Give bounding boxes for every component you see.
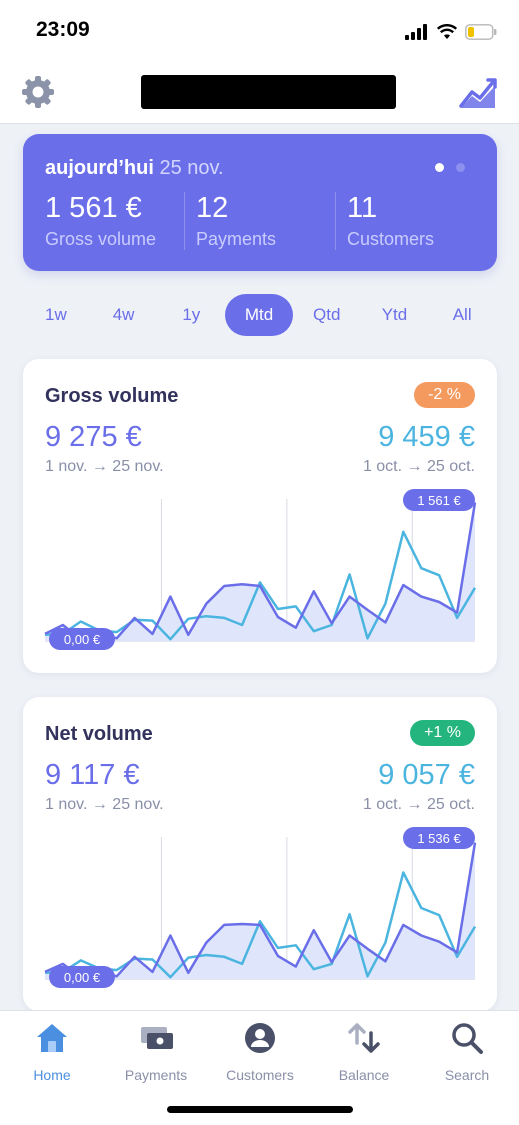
card-title: Gross volume: [45, 385, 179, 407]
card-title: Net volume: [45, 723, 153, 745]
period-4w[interactable]: 4w: [112, 305, 135, 324]
current-value: 9 275 €: [45, 421, 142, 453]
tab-search[interactable]: Search: [415, 1021, 519, 1083]
payments-icon: [139, 1021, 173, 1055]
tab-label: Payments: [124, 1067, 188, 1083]
svg-text:1 536 €: 1 536 €: [417, 831, 461, 846]
today-title: aujourd’hui 25 nov.: [45, 157, 224, 180]
period-1w[interactable]: 1w: [44, 305, 67, 324]
signal-icon: [405, 24, 427, 40]
change-badge: +1 %: [410, 720, 475, 746]
stat-caption: Gross volume: [45, 229, 157, 249]
tab-customers[interactable]: Customers: [208, 1021, 312, 1083]
home-icon: [35, 1021, 69, 1055]
current-value: 9 117 €: [45, 759, 140, 791]
svg-text:1 561 €: 1 561 €: [417, 493, 461, 508]
stat-divider: [335, 192, 336, 250]
stat-caption: Customers: [347, 229, 435, 249]
gear-icon[interactable]: [20, 74, 56, 110]
previous-range: 1 oct. → 25 oct.: [362, 458, 475, 475]
current-period-area: [45, 842, 475, 979]
tab-label: Home: [33, 1067, 71, 1083]
customer-icon: [243, 1021, 277, 1055]
period-mtd[interactable]: Mtd: [225, 294, 293, 336]
tab-balance[interactable]: Balance: [312, 1021, 416, 1083]
tab-label: Balance: [338, 1067, 390, 1083]
balance-icon: [347, 1021, 381, 1055]
page-dot-active: [435, 163, 444, 172]
status-icons: [405, 22, 497, 42]
previous-period-line: [44, 530, 477, 641]
today-date: 25 nov.: [159, 157, 224, 179]
period-all[interactable]: All: [452, 305, 472, 324]
stat-divider: [184, 192, 185, 250]
search-icon: [450, 1021, 484, 1055]
start-value-label: 0,00 €: [49, 628, 115, 650]
svg-text:0,00 €: 0,00 €: [64, 632, 101, 647]
volume-chart-svg: 0,00 € 1 561 €: [44, 489, 477, 650]
current-period-area: [45, 502, 475, 641]
period-1y[interactable]: 1y: [182, 305, 201, 324]
volume-chart-svg: 0,00 € 1 536 €: [44, 827, 477, 988]
status-bar: 23:09: [0, 0, 519, 62]
home-indicator: [167, 1106, 353, 1113]
current-period-line: [44, 502, 477, 641]
gross-volume-chart[interactable]: 0,00 € 1 561 €: [23, 487, 497, 657]
wifi-icon: [437, 24, 457, 39]
gross-volume-card[interactable]: Gross volume -2 % 9 275 € 9 459 € 1 nov.…: [23, 359, 497, 673]
tab-label: Search: [444, 1067, 490, 1083]
tab-label: Customers: [226, 1067, 294, 1083]
stat-gross-volume: 1 561 € Gross volume: [45, 192, 156, 250]
svg-text:0,00 €: 0,00 €: [64, 970, 101, 985]
stat-value: 11: [347, 192, 378, 224]
current-range: 1 nov. → 25 nov.: [45, 458, 164, 475]
page-dots: [435, 163, 465, 172]
change-badge: -2 %: [414, 382, 475, 408]
today-label: aujourd’hui: [45, 157, 154, 179]
trend-chart-icon[interactable]: [459, 74, 499, 110]
battery-icon: [465, 24, 497, 40]
stat-caption: Payments: [196, 229, 277, 249]
end-value-label: 1 536 €: [403, 827, 475, 849]
stat-value: 1 561 €: [45, 192, 142, 224]
previous-value: 9 459 €: [378, 421, 475, 453]
redacted-account-name: [141, 75, 396, 109]
period-qtd[interactable]: Qtd: [313, 305, 341, 324]
previous-value: 9 057 €: [378, 759, 475, 791]
previous-period-line: [44, 871, 477, 979]
end-value-label: 1 561 €: [403, 489, 475, 511]
today-summary-card[interactable]: aujourd’hui 25 nov. 1 561 € Gross volume…: [23, 134, 497, 271]
page-dot: [456, 163, 465, 172]
net-volume-chart[interactable]: 0,00 € 1 536 €: [23, 825, 497, 995]
tab-payments[interactable]: Payments: [104, 1021, 208, 1083]
period-selector: 1w 4w 1y Mtd Qtd Ytd All: [22, 294, 496, 336]
stat-customers: 11 Customers: [347, 192, 434, 250]
start-value-label: 0,00 €: [49, 966, 115, 988]
period-ytd[interactable]: Ytd: [381, 305, 408, 324]
current-period-line: [44, 842, 477, 979]
current-range: 1 nov. → 25 nov.: [45, 796, 164, 813]
previous-range: 1 oct. → 25 oct.: [362, 796, 475, 813]
tab-home[interactable]: Home: [0, 1021, 104, 1083]
app-header: [0, 62, 519, 124]
stat-payments: 12 Payments: [196, 192, 276, 250]
stat-value: 12: [196, 192, 229, 224]
net-volume-card[interactable]: Net volume +1 % 9 117 € 9 057 € 1 nov. →…: [23, 697, 497, 1011]
status-time: 23:09: [36, 18, 90, 41]
tab-bar: Home Payments Customers Ba: [0, 1010, 519, 1125]
